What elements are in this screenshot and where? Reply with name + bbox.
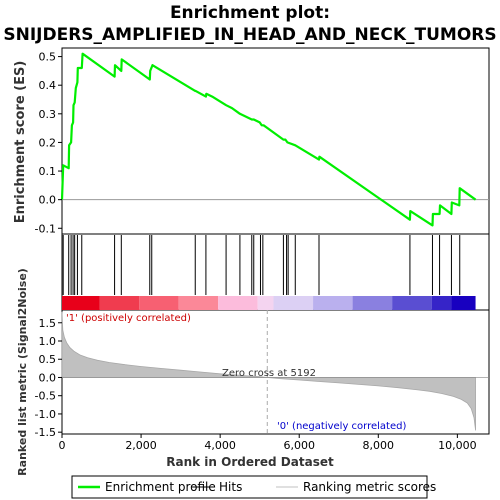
pos-label: '1' (positively correlated) bbox=[66, 313, 191, 324]
color-band-segment-9 bbox=[392, 296, 432, 310]
es-tick-label-0: -0.1 bbox=[35, 222, 56, 235]
metric-tick-label-4: 0.5 bbox=[39, 353, 57, 366]
enrichment-profile-line bbox=[60, 52, 477, 227]
ranking-metric-fill bbox=[61, 311, 476, 431]
hit-lines bbox=[62, 235, 461, 295]
chart-title-line2: SNIJDERS_AMPLIFIED_IN_HEAD_AND_NECK_TUMO… bbox=[3, 25, 496, 45]
es-y-axis-label: Enrichment score (ES) bbox=[13, 61, 28, 224]
es-tick-label-5: 0.4 bbox=[39, 79, 57, 92]
es-tick-label-2: 0.1 bbox=[39, 165, 57, 178]
metric-y-axis: -1.5 -1.0 -0.5 0.0 0.5 1.0 1.5 bbox=[35, 317, 62, 439]
color-band-segment-3 bbox=[178, 296, 219, 310]
es-tick-label-1: 0.0 bbox=[39, 194, 57, 207]
color-band-segment-7 bbox=[313, 296, 353, 310]
x-tick-label-3: 6,000 bbox=[283, 439, 315, 452]
es-y-axis: -0.1 0.0 0.1 0.2 0.3 0.4 0.5 bbox=[35, 51, 62, 235]
x-tick-label-1: 2,000 bbox=[125, 439, 157, 452]
color-band-segment-11 bbox=[451, 296, 476, 310]
x-tick-label-2: 4,000 bbox=[204, 439, 236, 452]
x-tick-label-0: 0 bbox=[59, 439, 66, 452]
legend-label-0: Enrichment profile bbox=[105, 480, 216, 494]
color-band-segment-6 bbox=[273, 296, 314, 310]
ranking-metric-area bbox=[61, 311, 489, 431]
metric-tick-label-0: -1.5 bbox=[35, 426, 56, 439]
color-band bbox=[62, 296, 476, 310]
es-tick-label-3: 0.2 bbox=[39, 136, 57, 149]
es-panel-frame bbox=[61, 47, 490, 235]
chart-title-line1: Enrichment plot: bbox=[170, 3, 330, 23]
metric-tick-label-1: -1.0 bbox=[35, 408, 56, 421]
metric-tick-label-5: 1.0 bbox=[39, 335, 57, 348]
es-tick-label-6: 0.5 bbox=[39, 51, 57, 64]
color-band-segment-2 bbox=[139, 296, 179, 310]
es-tick-label-4: 0.3 bbox=[39, 108, 57, 121]
metric-tick-label-6: 1.5 bbox=[39, 317, 57, 330]
legend-box bbox=[71, 475, 428, 499]
color-band-segment-0 bbox=[62, 296, 100, 310]
color-band-segment-5 bbox=[257, 296, 274, 310]
enrichment-profile-polyline bbox=[60, 52, 477, 227]
x-axis: 0 2,000 4,000 6,000 8,000 10,000 bbox=[59, 434, 477, 452]
metric-tick-label-3: 0.0 bbox=[39, 371, 57, 384]
x-tick-label-4: 8,000 bbox=[363, 439, 395, 452]
legend-label-2: Ranking metric scores bbox=[303, 480, 436, 494]
metric-tick-label-2: -0.5 bbox=[35, 390, 56, 403]
color-band-segment-10 bbox=[431, 296, 452, 310]
color-band-segment-1 bbox=[99, 296, 140, 310]
x-tick-label-5: 10,000 bbox=[438, 439, 477, 452]
metric-y-axis-label: Ranked list metric (Signal2Noise) bbox=[16, 268, 29, 476]
color-band-segment-4 bbox=[218, 296, 258, 310]
legend: Enrichment profile Hits Ranking metric sco… bbox=[78, 480, 436, 494]
legend-label-1: Hits bbox=[219, 480, 242, 494]
zero-cross-label: Zero cross at 5192 bbox=[222, 368, 316, 379]
neg-label: '0' (negatively correlated) bbox=[277, 421, 406, 432]
x-axis-label: Rank in Ordered Dataset bbox=[166, 455, 334, 469]
color-band-segment-8 bbox=[352, 296, 393, 310]
